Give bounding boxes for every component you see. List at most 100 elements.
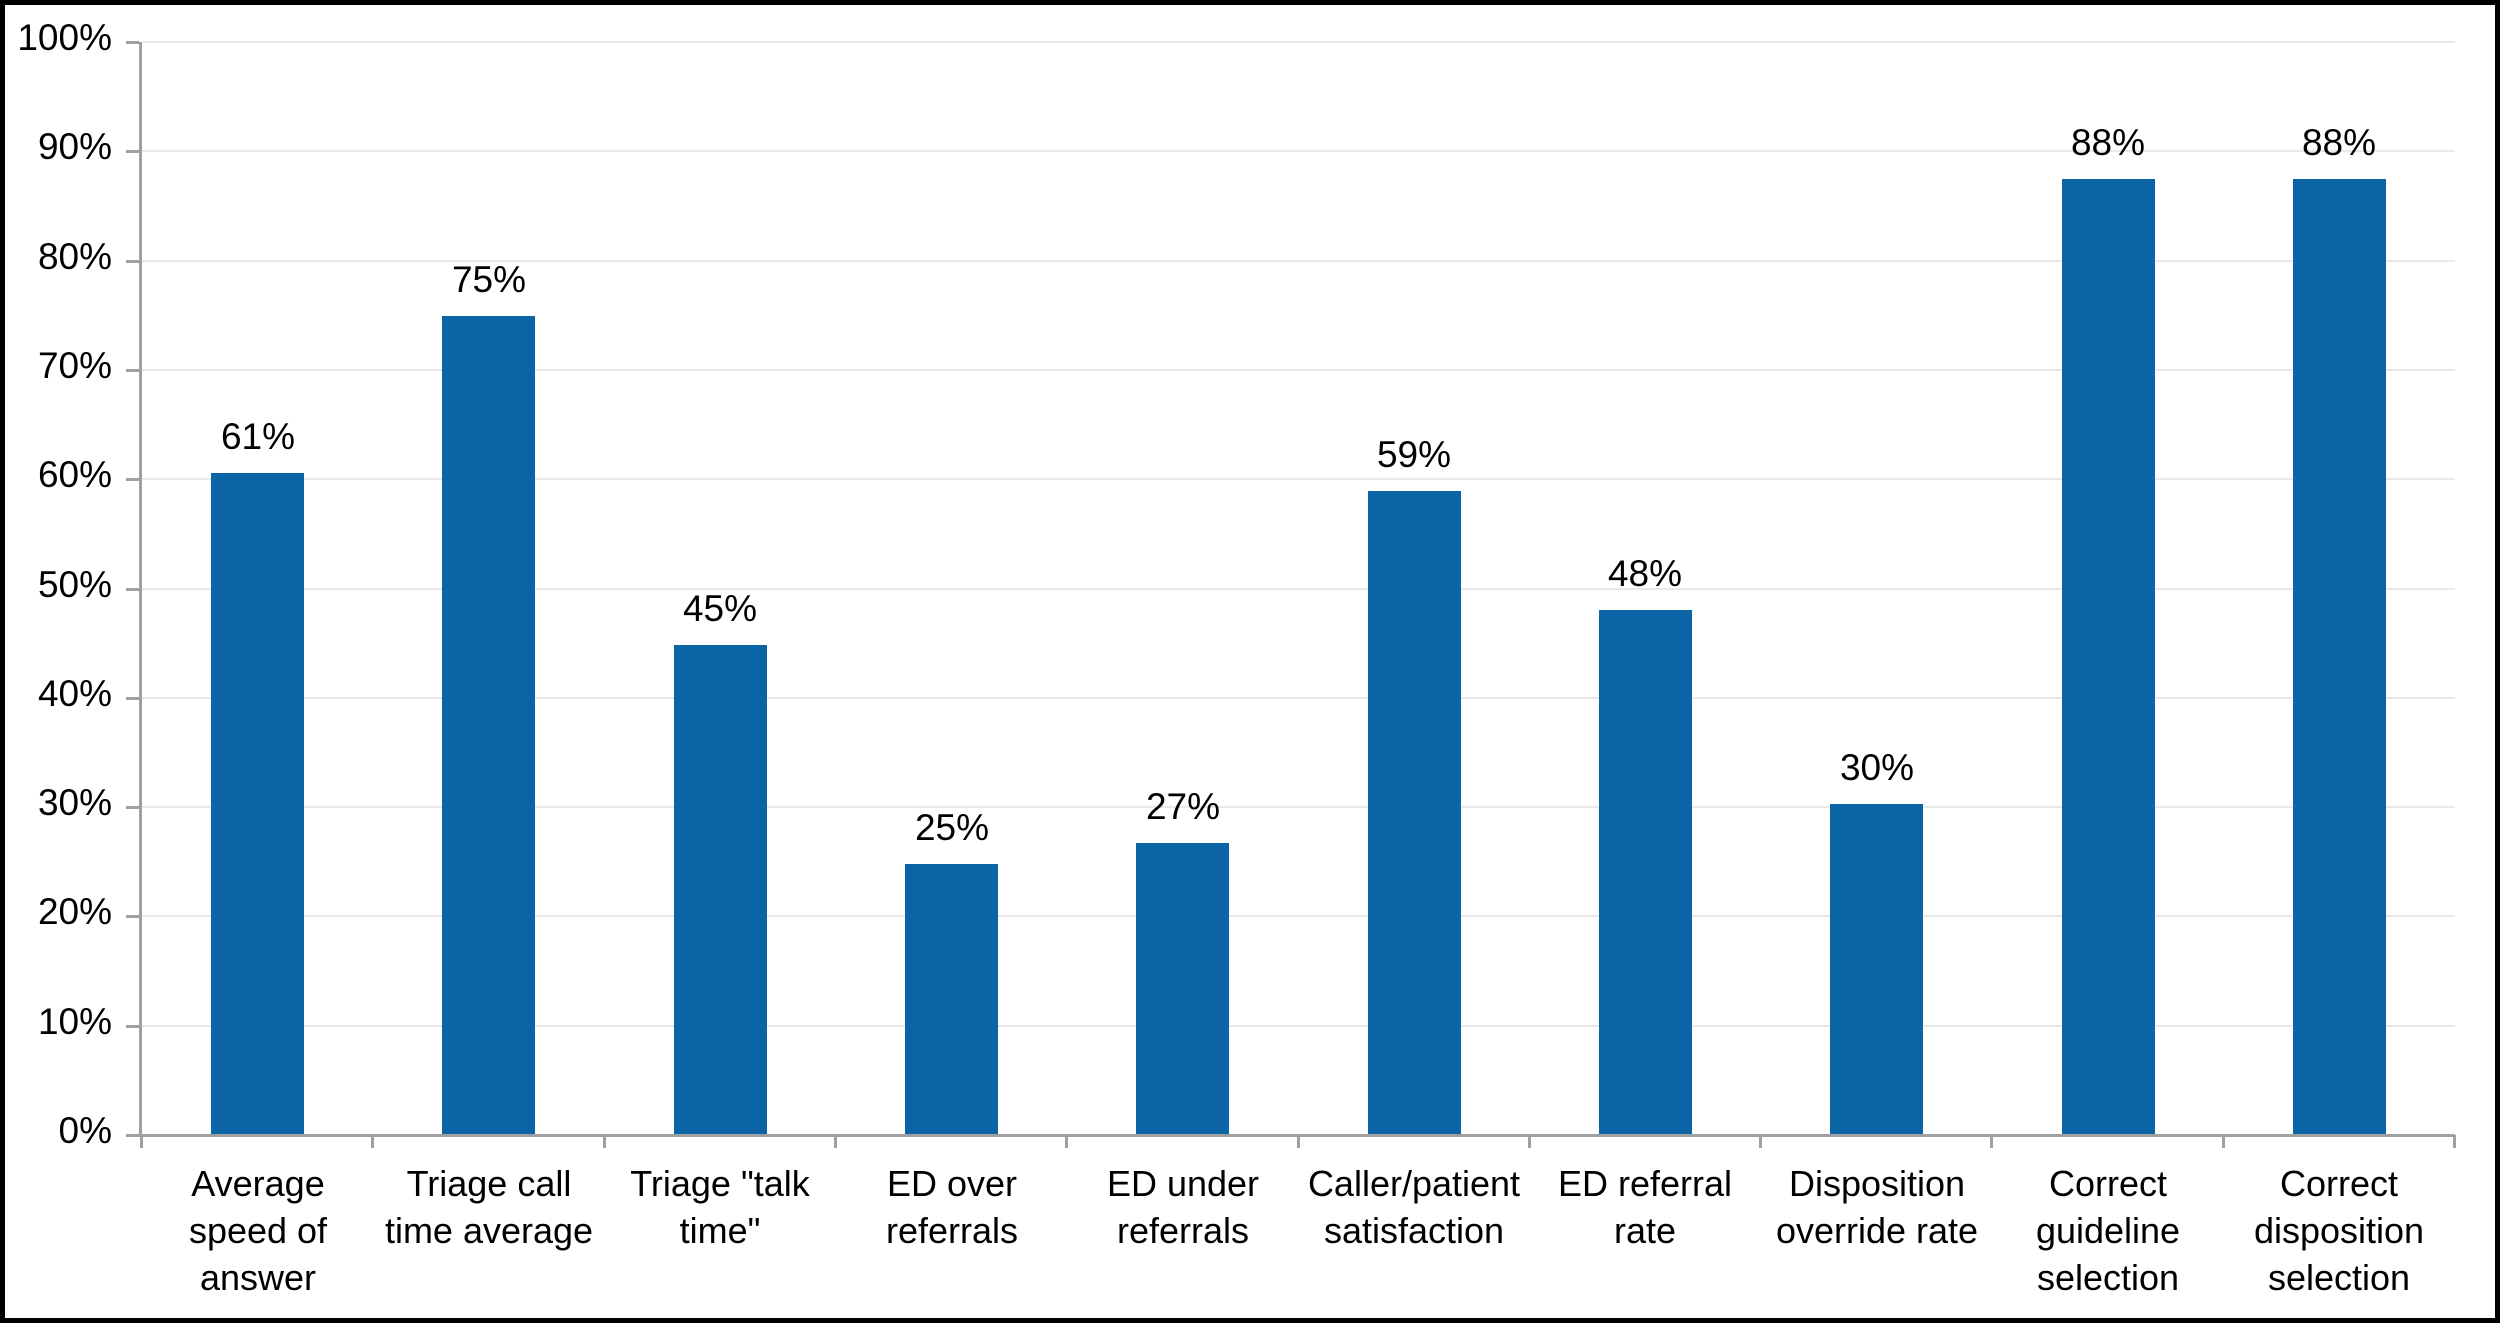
gridline	[142, 259, 2455, 262]
category-label-line: referrals	[1116, 1210, 1250, 1251]
bar-value-label: 88%	[2301, 122, 2377, 163]
x-axis-tick	[1990, 1135, 1994, 1148]
category-label-line: satisfaction	[1323, 1210, 1505, 1251]
category-label: Triage "talk time"	[589, 1160, 851, 1254]
category-label: Correct guideline selection	[1977, 1160, 2239, 1301]
category-label-line: rate	[1613, 1210, 1677, 1251]
x-axis-tick	[140, 1135, 143, 1148]
gridline	[142, 150, 2455, 153]
bar-value-label: 61%	[220, 416, 296, 457]
x-axis-tick	[1759, 1135, 1763, 1148]
bar-value-label: 45%	[682, 588, 758, 629]
x-axis-tick	[2221, 1135, 2225, 1148]
category-label-line: time"	[679, 1210, 761, 1251]
y-axis-tick	[126, 1134, 139, 1137]
y-axis-tick	[126, 915, 139, 919]
category-label: ED over referrals	[821, 1160, 1083, 1254]
category-label: Caller/patient satisfaction	[1283, 1160, 1545, 1254]
y-tick-label: 10%	[37, 1000, 112, 1042]
bar	[1136, 843, 1229, 1135]
bar	[442, 316, 535, 1135]
category-label-line: disposition	[2253, 1210, 2425, 1251]
category-label: Disposition override rate	[1746, 1160, 2008, 1254]
y-tick-label: 40%	[37, 672, 112, 714]
y-axis-tick	[126, 806, 139, 810]
category-label-line: Average	[191, 1163, 325, 1204]
y-axis-tick	[126, 587, 139, 591]
category-label-line: Triage call	[406, 1163, 572, 1204]
x-axis-tick	[371, 1135, 375, 1148]
bar-value-label: 48%	[1607, 553, 1683, 594]
y-axis-tick	[126, 696, 139, 700]
bar-value-label: 75%	[451, 259, 527, 300]
y-axis-line	[139, 42, 142, 1135]
bar-value-label: 27%	[1145, 786, 1221, 827]
x-axis-tick	[602, 1135, 606, 1148]
bar	[1368, 491, 1461, 1135]
gridline	[142, 368, 2455, 371]
category-label-line: guideline	[2035, 1210, 2181, 1251]
category-label-line: time average	[384, 1210, 594, 1251]
category-label-line: ED under	[1106, 1163, 1260, 1204]
category-label: ED referral rate	[1514, 1160, 1776, 1254]
y-tick-label: 20%	[37, 891, 112, 933]
category-label-line: speed of	[188, 1210, 328, 1251]
bar-value-label: 88%	[2070, 122, 2146, 163]
bar	[674, 645, 767, 1135]
y-tick-label: 80%	[37, 235, 112, 277]
category-label-line: selection	[2267, 1257, 2411, 1298]
y-axis-tick	[126, 478, 139, 482]
category-label-line: Correct	[2048, 1163, 2168, 1204]
category-label-line: answer	[199, 1257, 317, 1298]
category-label-line: Caller/patient	[1307, 1163, 1521, 1204]
x-axis-tick	[1527, 1135, 1531, 1148]
gridline	[142, 696, 2455, 699]
y-tick-label: 50%	[37, 563, 112, 605]
y-tick-label: 30%	[37, 782, 112, 824]
bar-value-label: 59%	[1376, 434, 1452, 475]
y-tick-label: 70%	[37, 344, 112, 386]
y-axis-tick	[126, 41, 139, 44]
y-tick-label: 0%	[58, 1110, 112, 1151]
bar	[2062, 179, 2155, 1135]
gridline	[142, 478, 2455, 481]
category-label-line: ED referral	[1557, 1163, 1733, 1204]
category-label: Correct disposition selection	[2208, 1160, 2470, 1301]
category-label-line: referrals	[885, 1210, 1019, 1251]
gridline	[142, 41, 2455, 43]
x-axis-tick	[1065, 1135, 1069, 1148]
category-label: Triage call time average	[358, 1160, 620, 1254]
bar-value-label: 30%	[1839, 747, 1915, 788]
bar	[905, 864, 998, 1135]
y-tick-label: 60%	[37, 454, 112, 496]
x-axis-tick	[833, 1135, 837, 1148]
bar	[211, 473, 304, 1135]
category-label-line: Disposition	[1788, 1163, 1966, 1204]
category-label-line: override rate	[1775, 1210, 1979, 1251]
bar	[1599, 610, 1692, 1135]
category-label: Average speed of answer	[127, 1160, 389, 1301]
category-label: ED under referrals	[1052, 1160, 1314, 1254]
category-label-line: Triage "talk	[630, 1163, 810, 1204]
y-axis-tick	[126, 368, 139, 372]
category-label-line: selection	[2036, 1257, 2180, 1298]
x-axis-tick	[1296, 1135, 1300, 1148]
bar	[1830, 804, 1923, 1135]
y-axis-tick	[126, 1024, 139, 1028]
y-axis-tick	[126, 150, 139, 154]
gridline	[142, 1024, 2455, 1027]
x-axis-tick	[2453, 1135, 2456, 1148]
category-label-line: ED over	[886, 1163, 1018, 1204]
y-tick-label: 90%	[37, 126, 112, 168]
y-tick-label: 100%	[17, 17, 112, 58]
gridline	[142, 915, 2455, 918]
bar-value-label: 25%	[914, 807, 990, 848]
y-axis-tick	[126, 259, 139, 263]
gridline	[142, 806, 2455, 809]
bar	[2293, 179, 2386, 1135]
